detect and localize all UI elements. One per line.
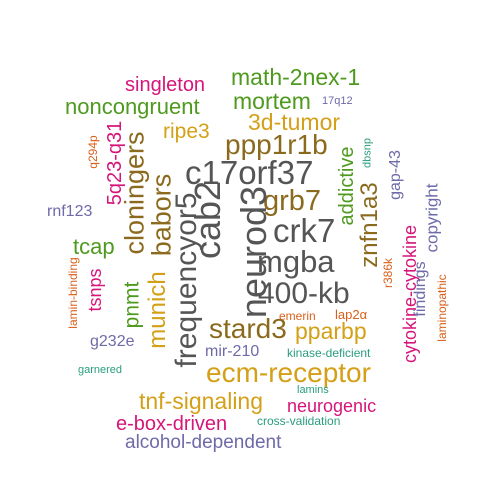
word-stard3: stard3	[209, 313, 287, 344]
word-addictive: addictive	[336, 146, 358, 226]
word-400-kb: 400-kb	[258, 277, 350, 310]
word-munich: munich	[144, 271, 171, 349]
word-lap2alpha: lap2α	[335, 307, 368, 322]
word-copyright: copyright	[422, 183, 442, 253]
word-tcap: tcap	[73, 234, 115, 259]
word-lamin-binding: lamin-binding	[66, 257, 80, 329]
word-5q23-q31: 5q23-q31	[104, 120, 126, 206]
word-r386k: r386k	[381, 257, 395, 289]
word-cross-validation: cross-validation	[257, 414, 341, 428]
word-tnf-signaling: tnf-signaling	[139, 388, 264, 414]
word-noncongruent: noncongruent	[65, 94, 200, 119]
word-neurod3: neurod3	[233, 185, 274, 319]
word-tsnps: tsnps	[85, 268, 105, 312]
word-ripe3: ripe3	[163, 120, 210, 143]
word-17q12: 17q12	[322, 95, 353, 107]
word-crk7: crk7	[273, 212, 336, 249]
word-znfn1a3: znfn1a3	[356, 182, 383, 268]
word-rnf123: rnf123	[47, 203, 93, 220]
word-3d-tumor: 3d-tumor	[248, 109, 341, 135]
word-garnered: garnered	[78, 364, 123, 376]
word-mgba: mgba	[257, 244, 335, 279]
word-frequencyor5: frequencyor5	[170, 192, 203, 368]
word-findings: findings	[412, 261, 429, 317]
word-babors: babors	[146, 173, 177, 257]
word-lamins: lamins	[297, 384, 329, 396]
word-grb7: grb7	[263, 185, 322, 217]
word-ecm-receptor: ecm-receptor	[206, 357, 371, 388]
word-alcohol-dependent: alcohol-dependent	[125, 432, 282, 453]
word-emerin: emerin	[279, 309, 316, 323]
word-pparbp: pparbp	[295, 318, 367, 344]
word-q294p: q294p	[86, 135, 100, 169]
word-e-box-driven: e-box-driven	[116, 413, 228, 435]
word-pnmt: pnmt	[120, 281, 144, 329]
word-laminopathic: laminopathic	[435, 274, 449, 342]
word-c17orf37: c17orf37	[185, 154, 314, 191]
word-g232e: g232e	[90, 333, 135, 350]
word-mortem: mortem	[233, 88, 311, 114]
word-dbsnp: dbsnp	[361, 138, 374, 168]
word-neurogenic: neurogenic	[287, 396, 377, 416]
word-singleton: singleton	[125, 74, 206, 96]
word-ppp1r1b: ppp1r1b	[225, 129, 328, 160]
word-gap-43: gap-43	[387, 150, 404, 200]
word-math-2nex-1: math-2nex-1	[231, 64, 361, 90]
word-kinase-deficient: kinase-deficient	[287, 346, 371, 360]
word-mir-210: mir-210	[205, 343, 260, 360]
